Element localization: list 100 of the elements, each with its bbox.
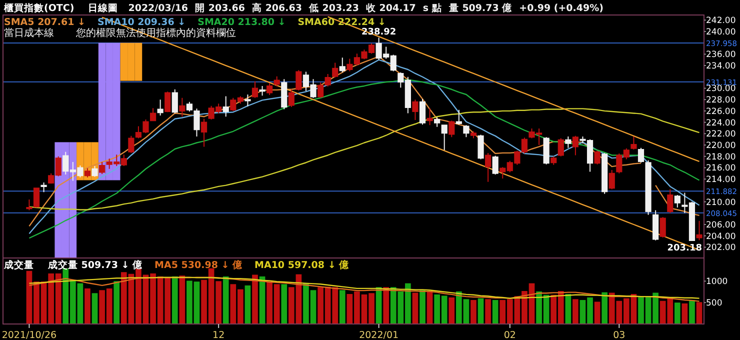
y-tick-label: 218.00: [706, 152, 736, 162]
candlestick: [441, 124, 448, 151]
bar: [420, 290, 426, 324]
candlestick: [558, 138, 564, 157]
candlestick: [696, 220, 702, 241]
candlestick: [602, 152, 608, 194]
bar: [92, 293, 98, 324]
text: 量 509.73 億: [448, 2, 514, 14]
y-tick-label: 242.00: [706, 16, 736, 26]
candlestick: [252, 80, 258, 98]
candlestick: [667, 188, 674, 214]
bar: [602, 292, 608, 324]
y-tick-label: 216.00: [706, 164, 736, 174]
y-tick-label: 204.00: [706, 232, 736, 242]
bar: [478, 298, 484, 324]
text: +0.99 (+0.49%): [519, 3, 604, 14]
candlestick: [426, 108, 433, 126]
y-tick-label: 228.00: [706, 96, 736, 106]
bar: [572, 299, 578, 324]
annotation: 203.18: [667, 244, 702, 254]
candlestick: [674, 194, 680, 208]
candlestick: [608, 170, 615, 190]
candlestick: [164, 91, 171, 113]
candlestick: [281, 78, 288, 110]
bar: [594, 302, 600, 324]
bar: [682, 303, 688, 324]
candlestick: [40, 182, 47, 193]
chart-subtitle: 日線圖: [88, 2, 118, 14]
y-tick-label: 220.00: [706, 141, 736, 152]
x-tick-label: 02: [504, 330, 516, 340]
y-tick-label: 210.00: [706, 198, 736, 208]
candlestick: [565, 136, 572, 148]
candlestick: [274, 76, 280, 88]
text: 收 204.17: [366, 2, 416, 14]
candlestick: [572, 135, 578, 156]
candlestick: [419, 98, 426, 126]
bar: [281, 284, 288, 324]
candlestick: [339, 57, 346, 73]
candlestick: [150, 108, 156, 122]
text: 開 203.66: [195, 2, 246, 14]
candlestick: [288, 88, 294, 108]
candlestick: [638, 147, 644, 164]
y-tick-label: 226.00: [706, 106, 736, 117]
candlestick: [84, 168, 91, 178]
series-label: MA10 597.08 ↓ 億: [254, 259, 350, 271]
y-tick-label: 222.00: [706, 130, 736, 140]
bar: [470, 300, 476, 324]
candlestick: [448, 120, 455, 138]
y-tick-label: 214.00: [706, 175, 736, 186]
bar: [689, 300, 695, 324]
y-tick-label: 236.00: [706, 50, 736, 60]
candlestick: [259, 85, 266, 96]
bar: [674, 302, 680, 324]
y-tick-label: 1000: [706, 277, 728, 288]
candlestick: [157, 99, 164, 116]
candlestick: [266, 82, 273, 96]
x-tick-label: 2021/10/26: [2, 330, 57, 340]
candlestick: [463, 124, 470, 138]
y-tick-label: 206.00: [706, 220, 736, 230]
y-tick-label: 234.00: [706, 62, 736, 72]
candlestick: [128, 135, 134, 154]
candlestick: [550, 156, 557, 166]
candlestick: [200, 118, 208, 148]
y-tick-label: 240.00: [706, 27, 736, 38]
x-tick-label: 2022/01: [359, 330, 399, 340]
candlestick: [645, 160, 652, 216]
x-tick-label: 03: [613, 330, 626, 340]
y-tick-label: 224.00: [706, 118, 736, 128]
text: 低 203.23: [308, 2, 359, 14]
bar: [244, 285, 251, 324]
candlestick: [172, 88, 178, 114]
bar: [339, 290, 346, 324]
candlestick: [244, 94, 251, 107]
bar: [84, 288, 90, 324]
candlestick: [485, 152, 492, 182]
bar: [114, 281, 120, 324]
candlestick: [470, 130, 477, 139]
text: 高 206.63: [252, 2, 302, 14]
candlestick: [412, 99, 418, 121]
bar: [412, 292, 418, 324]
candlestick: [186, 101, 192, 112]
annotation: 當日成本線: [4, 27, 54, 39]
bar: [252, 274, 258, 324]
bar: [222, 276, 229, 324]
text: SMA20 213.80 ↓: [198, 17, 286, 28]
y-tick-label: 500: [706, 298, 722, 309]
candlestick: [630, 136, 637, 150]
series-label: 成交量 509.73 ↓ 億: [47, 259, 144, 271]
candlestick: [179, 97, 186, 118]
x-tick-label: 12: [212, 330, 225, 340]
bar: [485, 299, 491, 324]
y-tick-label: 230.00: [706, 84, 736, 94]
candlestick: [92, 166, 98, 178]
bar: [448, 297, 455, 324]
candlestick: [456, 109, 462, 126]
bar: [383, 287, 390, 324]
bar: [696, 302, 702, 324]
candlestick: [543, 136, 550, 165]
candlestick: [296, 70, 302, 92]
candlestick: [594, 150, 600, 165]
